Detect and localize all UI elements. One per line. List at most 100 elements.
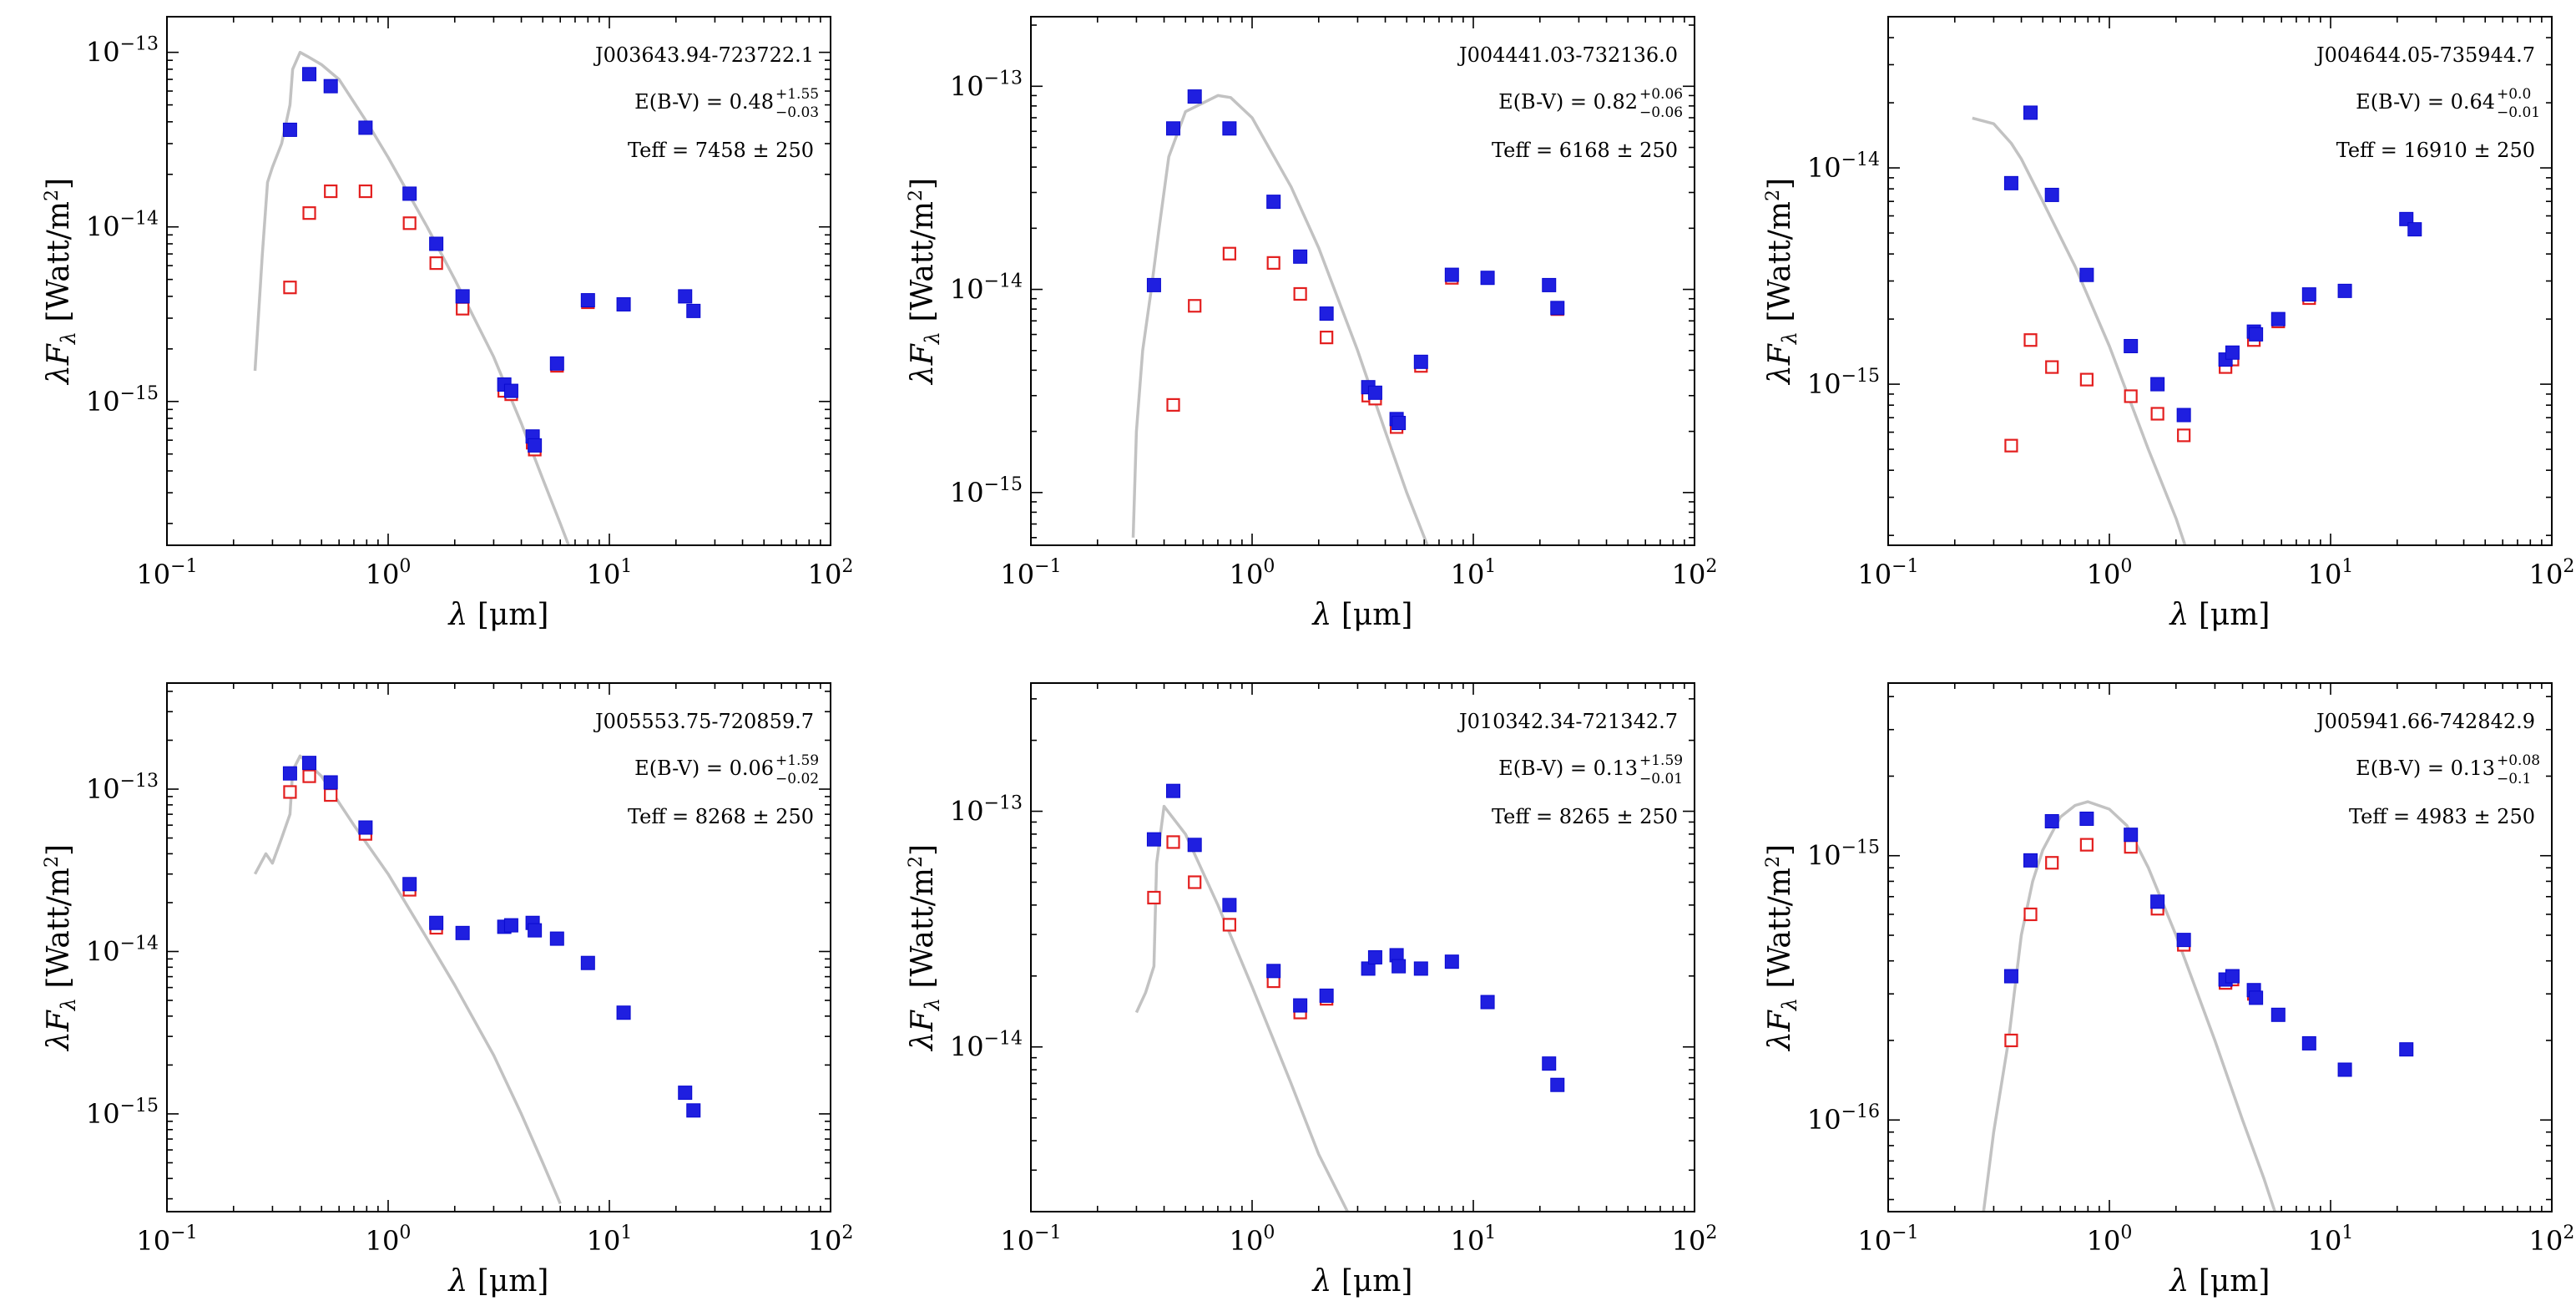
dereddened-point	[678, 1086, 693, 1101]
x-tick-label: 100	[2087, 1222, 2133, 1257]
dereddened-point	[2225, 969, 2240, 984]
ebv-label: E(B-V) = 0.13	[2356, 757, 2495, 780]
plot-frame	[1030, 682, 1695, 1212]
observed-point	[302, 769, 316, 783]
x-tick-label: 102	[2529, 1222, 2575, 1257]
x-tick-label: 102	[808, 1222, 854, 1257]
observed-point	[283, 281, 297, 295]
dereddened-point	[1146, 832, 1161, 847]
x-tick-label: 100	[1230, 556, 1275, 590]
x-tick-label: 100	[366, 1222, 412, 1257]
y-tick-label: 10−15	[86, 1096, 159, 1130]
dereddened-point	[1480, 995, 1495, 1010]
dereddened-point	[1413, 961, 1428, 976]
observed-point	[402, 216, 417, 230]
x-tick-label: 102	[2529, 556, 2575, 590]
dereddened-point	[2301, 1035, 2316, 1050]
dereddened-point	[528, 923, 543, 938]
observed-point	[429, 256, 443, 271]
dereddened-point	[358, 120, 373, 135]
dereddened-point	[1444, 954, 1459, 969]
dereddened-point	[2044, 187, 2059, 202]
dereddened-point	[1550, 1077, 1565, 1092]
dereddened-point	[1187, 838, 1202, 853]
teff-label: Teff = 8268 ± 250	[628, 805, 814, 828]
dereddened-point	[2003, 175, 2018, 190]
x-tick-label: 10−1	[1000, 1222, 1061, 1257]
observed-point	[2004, 1033, 2018, 1048]
observed-point	[1320, 331, 1334, 345]
dereddened-point	[2044, 813, 2059, 828]
dereddened-point	[1319, 306, 1334, 321]
x-tick-label: 101	[587, 1222, 633, 1257]
dereddened-point	[455, 289, 470, 304]
observed-point	[324, 184, 338, 199]
dereddened-point	[1367, 949, 1382, 964]
x-tick-label: 100	[366, 556, 412, 590]
dereddened-point	[1413, 354, 1428, 369]
ebv-lower-error: −0.06	[1639, 104, 1683, 121]
ebv-label: E(B-V) = 0.82	[1498, 90, 1638, 114]
observed-point	[2079, 838, 2094, 852]
dereddened-point	[1444, 267, 1459, 282]
dereddened-point	[1166, 783, 1181, 798]
x-tick-label: 102	[1672, 556, 1718, 590]
dereddened-point	[2124, 338, 2139, 353]
x-tick-label: 10−1	[1000, 556, 1061, 590]
observed-point	[324, 787, 338, 802]
dereddened-point	[323, 775, 338, 790]
dereddened-point	[402, 877, 417, 892]
plot-frame	[1030, 16, 1695, 546]
dereddened-point	[2270, 1007, 2286, 1022]
dereddened-point	[549, 356, 564, 371]
observed-point	[1266, 256, 1280, 270]
observed-point	[2023, 333, 2038, 347]
y-axis-label: λFλ [Watt/m2]	[906, 844, 944, 1052]
y-tick-label: 10−13	[950, 68, 1023, 102]
dereddened-point	[2150, 377, 2165, 392]
observed-point	[2004, 438, 2018, 453]
observed-point	[2177, 428, 2191, 443]
observed-point	[2124, 389, 2138, 403]
dereddened-point	[2023, 853, 2038, 868]
sed-panel-J010342.34-721342.7: 10−1 100 101 102 10−14 10−13 λ [μm] λFλ [Watt/m…	[906, 682, 1717, 1298]
dereddened-point	[1542, 1056, 1557, 1071]
dereddened-point	[1266, 195, 1281, 210]
dereddened-point	[678, 289, 693, 304]
x-axis-label: λ [μm]	[2169, 598, 2270, 632]
observed-point	[2079, 372, 2094, 387]
x-tick-label: 101	[1451, 556, 1497, 590]
dereddened-point	[1293, 249, 1308, 264]
y-axis-label: λFλ [Watt/m2]	[42, 178, 80, 386]
dereddened-point	[2079, 267, 2094, 282]
x-axis-label: λ [μm]	[447, 598, 549, 632]
dereddened-point	[2249, 990, 2264, 1005]
object-id-label: J004644.05-735944.7	[2314, 43, 2535, 67]
x-axis-label: λ [μm]	[447, 1264, 549, 1298]
model-spectrum-line	[1972, 116, 2187, 545]
y-tick-label: 10−14	[950, 271, 1023, 306]
x-tick-label: 101	[2308, 1222, 2354, 1257]
dereddened-point	[358, 820, 373, 835]
observed-point	[1147, 890, 1161, 905]
observed-point	[358, 184, 372, 199]
ebv-upper-error: +0.06	[1639, 86, 1683, 103]
dereddened-point	[455, 925, 470, 940]
dereddened-point	[1293, 998, 1308, 1013]
x-tick-label: 100	[1230, 1222, 1275, 1257]
object-id-label: J010342.34-721342.7	[1457, 710, 1678, 733]
object-id-label: J003643.94-723722.1	[593, 43, 814, 67]
x-tick-label: 100	[2087, 556, 2133, 590]
x-tick-label: 102	[808, 556, 854, 590]
dereddened-point	[549, 931, 564, 946]
sed-panel-J005941.66-742842.9: 10−1 100 101 102 10−16 10−15 λ [μm] λFλ [Watt/m…	[1763, 682, 2575, 1298]
dereddened-point	[2249, 326, 2264, 342]
ebv-upper-error: +1.55	[775, 86, 819, 103]
ebv-label: E(B-V) = 0.13	[1498, 757, 1638, 780]
dereddened-point	[2270, 311, 2286, 326]
ebv-upper-error: +1.59	[775, 752, 819, 769]
x-tick-label: 101	[2308, 556, 2354, 590]
teff-label: Teff = 8265 ± 250	[1492, 805, 1678, 828]
x-axis-label: λ [μm]	[1311, 598, 1413, 632]
dereddened-point	[1542, 277, 1557, 292]
